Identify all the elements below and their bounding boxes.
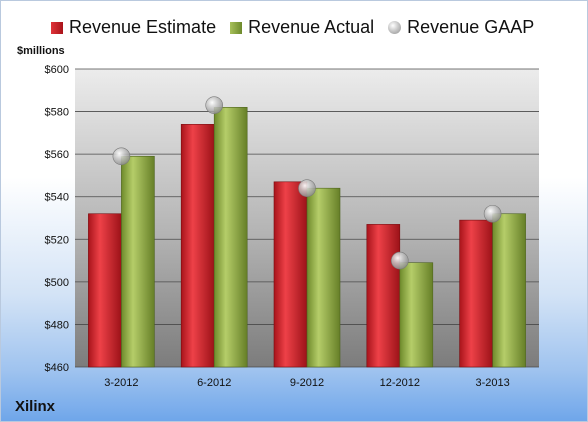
y-tick-label-460: $460	[45, 362, 69, 374]
legend-swatch-estimate	[51, 21, 63, 34]
legend-label-estimate: Revenue Estimate	[69, 17, 217, 37]
y-tick-label-580: $580	[45, 107, 69, 119]
legend-item-actual: Revenue Actual	[230, 17, 374, 38]
y-tick-label-600: $600	[45, 64, 69, 76]
x-tick-label-12-2012: 12-2012	[380, 377, 420, 389]
marker-gaap-6-2012	[205, 96, 223, 114]
legend-item-estimate: Revenue Estimate	[51, 17, 216, 38]
bar-estimate-9-2012	[273, 181, 308, 368]
y-tick-label-500: $500	[45, 277, 69, 289]
legend-item-gaap: Revenue GAAP	[388, 17, 534, 38]
legend-swatch-gaap	[388, 21, 402, 34]
bar-actual-3-2013	[492, 213, 526, 368]
marker-gaap-3-2013	[483, 204, 502, 223]
y-tick-label-480: $480	[45, 319, 69, 331]
y-tick-label-520: $520	[45, 234, 69, 246]
x-tick-label-9-2012: 9-2012	[290, 377, 324, 389]
x-tick-label-6-2012: 6-2012	[197, 377, 231, 389]
bar-estimate-12-2012	[366, 224, 401, 368]
y-tick-label-540: $540	[45, 192, 69, 204]
bar-actual-6-2012	[213, 107, 248, 368]
legend-label-actual: Revenue Actual	[248, 17, 375, 37]
bar-actual-12-2012	[399, 262, 434, 368]
marker-gaap-9-2012	[298, 179, 316, 197]
bar-estimate-3-2013	[459, 219, 493, 368]
y-tick-label-560: $560	[45, 149, 69, 161]
company-name: Xilinx	[15, 398, 56, 415]
legend-swatch-actual	[230, 21, 243, 34]
bar-estimate-6-2012	[180, 124, 215, 368]
legend-label-gaap: Revenue GAAP	[407, 17, 535, 37]
x-tick-label-3-2013: 3-2013	[475, 377, 509, 389]
chart-legend: Revenue Estimate Revenue Actual Revenue …	[51, 17, 548, 38]
bar-actual-3-2012	[121, 155, 155, 368]
bar-actual-9-2012	[306, 187, 341, 368]
x-tick-label-3-2012: 3-2012	[104, 377, 138, 389]
marker-gaap-12-2012	[390, 251, 409, 270]
y-axis-unit-label: $millions	[17, 45, 65, 57]
marker-gaap-3-2012	[112, 147, 131, 166]
bar-estimate-3-2012	[88, 213, 122, 368]
